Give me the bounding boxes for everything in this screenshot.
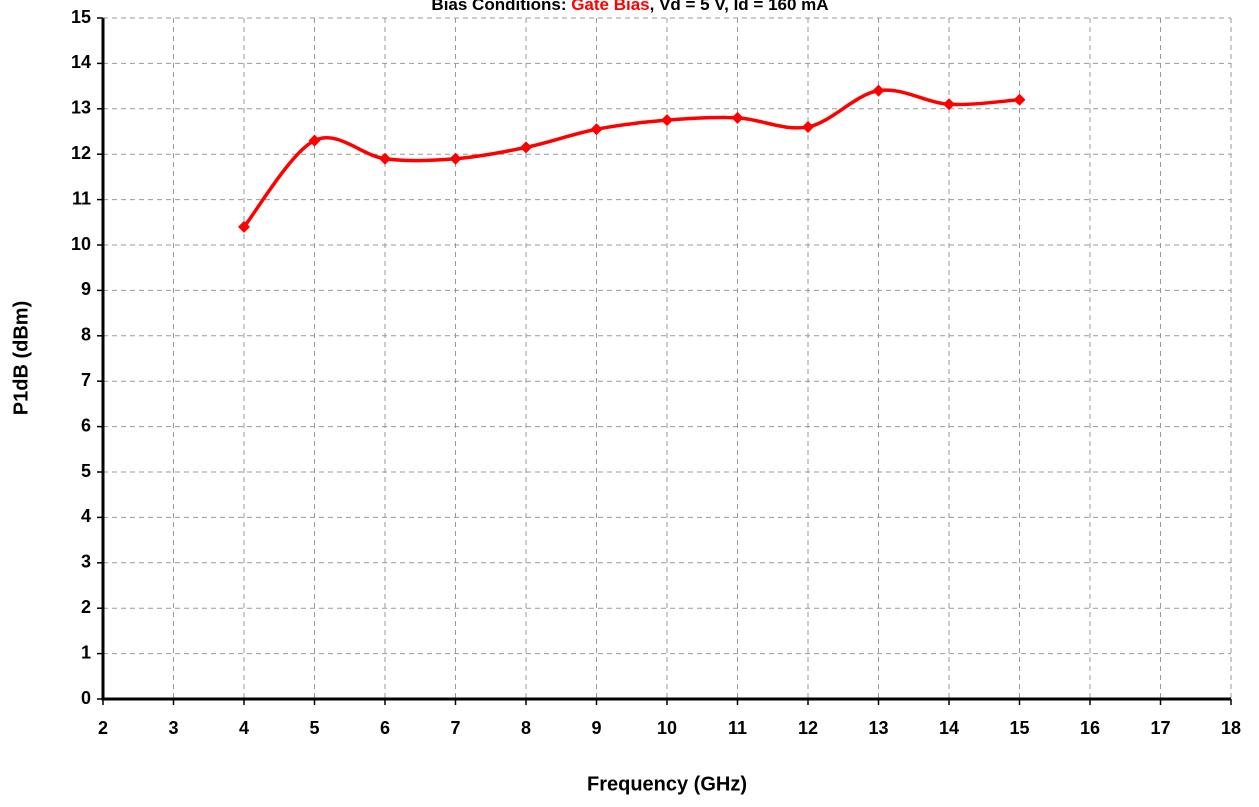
x-tick-label: 14 xyxy=(939,718,959,738)
data-point xyxy=(308,134,321,147)
x-axis-title: Frequency (GHz) xyxy=(587,773,747,795)
data-point xyxy=(872,84,885,97)
y-tick-label: 14 xyxy=(71,52,91,72)
data-point xyxy=(520,141,532,154)
y-tick-label: 1 xyxy=(81,642,91,662)
data-point xyxy=(238,220,250,233)
y-tick-label: 11 xyxy=(72,188,91,208)
y-tick-label: 15 xyxy=(71,7,91,27)
data-point xyxy=(1013,93,1026,106)
data-point xyxy=(661,114,673,127)
data-point xyxy=(379,152,391,165)
x-tick-label: 6 xyxy=(380,718,390,738)
y-tick-label: 2 xyxy=(81,597,91,617)
y-tick-label: 4 xyxy=(81,506,91,526)
data-point xyxy=(802,120,814,133)
x-tick-label: 13 xyxy=(868,718,888,738)
x-tick-label: 3 xyxy=(168,718,178,738)
data-point xyxy=(731,111,744,124)
x-tick-label: 5 xyxy=(309,718,319,738)
data-line xyxy=(242,88,1020,228)
x-tick-label: 15 xyxy=(1009,718,1029,738)
y-axis-title: P1dB (dBm) xyxy=(10,301,32,415)
data-point xyxy=(943,98,955,111)
x-tick-label: 8 xyxy=(521,718,531,738)
x-tick-label: 17 xyxy=(1150,718,1170,738)
title-part: Gate Bias xyxy=(571,0,649,14)
y-tick-label: 6 xyxy=(81,415,91,435)
x-tick-label: 4 xyxy=(239,718,249,738)
data-point xyxy=(590,123,603,136)
x-tick-label: 12 xyxy=(798,718,818,738)
title-part: , Vd = 5 V, Id = 160 mA xyxy=(650,0,829,14)
x-tick-label: 18 xyxy=(1221,718,1241,738)
x-tick-label: 11 xyxy=(728,718,747,738)
y-tick-label: 13 xyxy=(71,98,91,118)
y-tick-label: 8 xyxy=(81,325,91,345)
y-tick-label: 5 xyxy=(81,461,91,481)
chart-title: Bias Conditions: Gate Bias, Vd = 5 V, Id… xyxy=(431,0,828,14)
x-tick-label: 2 xyxy=(98,718,108,738)
x-tick-label: 7 xyxy=(450,718,460,738)
y-tick-label: 12 xyxy=(71,143,91,163)
data-point xyxy=(449,152,462,165)
y-tick-label: 10 xyxy=(71,234,91,254)
title-part: Bias Conditions: xyxy=(431,0,571,14)
y-tick-label: 3 xyxy=(81,552,91,572)
y-tick-label: 0 xyxy=(81,688,91,708)
x-tick-label: 9 xyxy=(591,718,601,738)
x-tick-label: 16 xyxy=(1080,718,1100,738)
y-tick-label: 7 xyxy=(81,370,91,390)
x-tick-label: 10 xyxy=(657,718,677,738)
y-tick-label: 9 xyxy=(81,279,91,299)
